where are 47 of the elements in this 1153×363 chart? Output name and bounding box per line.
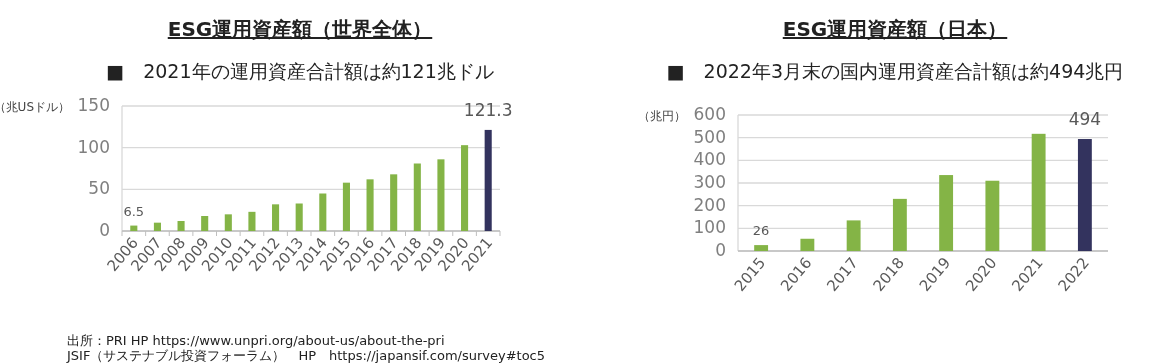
bar bbox=[846, 220, 861, 251]
y-tick-label: 400 bbox=[693, 149, 726, 170]
bar bbox=[272, 204, 280, 231]
bar bbox=[484, 129, 492, 231]
bar bbox=[153, 222, 161, 231]
chart-subtitle: ■ 2022年3月末の国内運用資産合計額は約494兆円 bbox=[666, 60, 1124, 82]
y-tick-label: 200 bbox=[693, 194, 726, 215]
y-tick-label: 100 bbox=[693, 217, 726, 238]
data-label: 26 bbox=[752, 223, 770, 239]
y-tick-label: 300 bbox=[693, 172, 726, 192]
text: 出所：PRI HP https://www.unpri.org/about-us/about-the-pri bbox=[67, 333, 445, 348]
y-tick-label: 50 bbox=[88, 178, 110, 199]
y-tick-label: 500 bbox=[693, 126, 726, 147]
bar bbox=[1077, 139, 1092, 251]
bar bbox=[319, 193, 327, 231]
bar bbox=[177, 221, 185, 231]
bar bbox=[892, 198, 907, 251]
chart-title: ESG運用資産額（世界全体） bbox=[167, 17, 433, 41]
bar bbox=[800, 238, 815, 251]
y-tick-label: 150 bbox=[77, 95, 110, 115]
bar bbox=[939, 175, 954, 251]
bar bbox=[295, 203, 303, 231]
data-label: 494 bbox=[1068, 109, 1102, 130]
y-axis-title: （兆円） bbox=[638, 109, 686, 123]
bar bbox=[390, 174, 398, 231]
bar bbox=[1031, 133, 1046, 251]
y-tick-label: 100 bbox=[77, 136, 110, 157]
bar bbox=[130, 225, 138, 231]
bar bbox=[342, 182, 350, 231]
bar bbox=[248, 211, 256, 231]
y-axis-title: （兆USドル） bbox=[0, 100, 70, 114]
y-tick-label: 600 bbox=[693, 104, 726, 124]
bar bbox=[201, 216, 209, 231]
data-label: 6.5 bbox=[123, 203, 145, 219]
chart-subtitle: ■ 2021年の運用資産合計額は約121兆ドル bbox=[106, 60, 494, 82]
bar bbox=[437, 159, 445, 231]
y-tick-label: 0 bbox=[715, 240, 726, 260]
bar bbox=[413, 163, 421, 231]
bar bbox=[366, 179, 374, 231]
y-tick-label: 0 bbox=[99, 220, 110, 240]
bar bbox=[754, 245, 769, 251]
bar bbox=[985, 180, 1000, 251]
bar bbox=[224, 214, 232, 231]
chart-title: ESG運用資産額（日本） bbox=[782, 17, 1008, 41]
bar bbox=[461, 145, 469, 231]
text: JSIF（サステナブル投資フォーラム） HP https://japansif.com/survey#toc5 bbox=[66, 348, 546, 363]
data-label: 121.3 bbox=[463, 99, 513, 120]
